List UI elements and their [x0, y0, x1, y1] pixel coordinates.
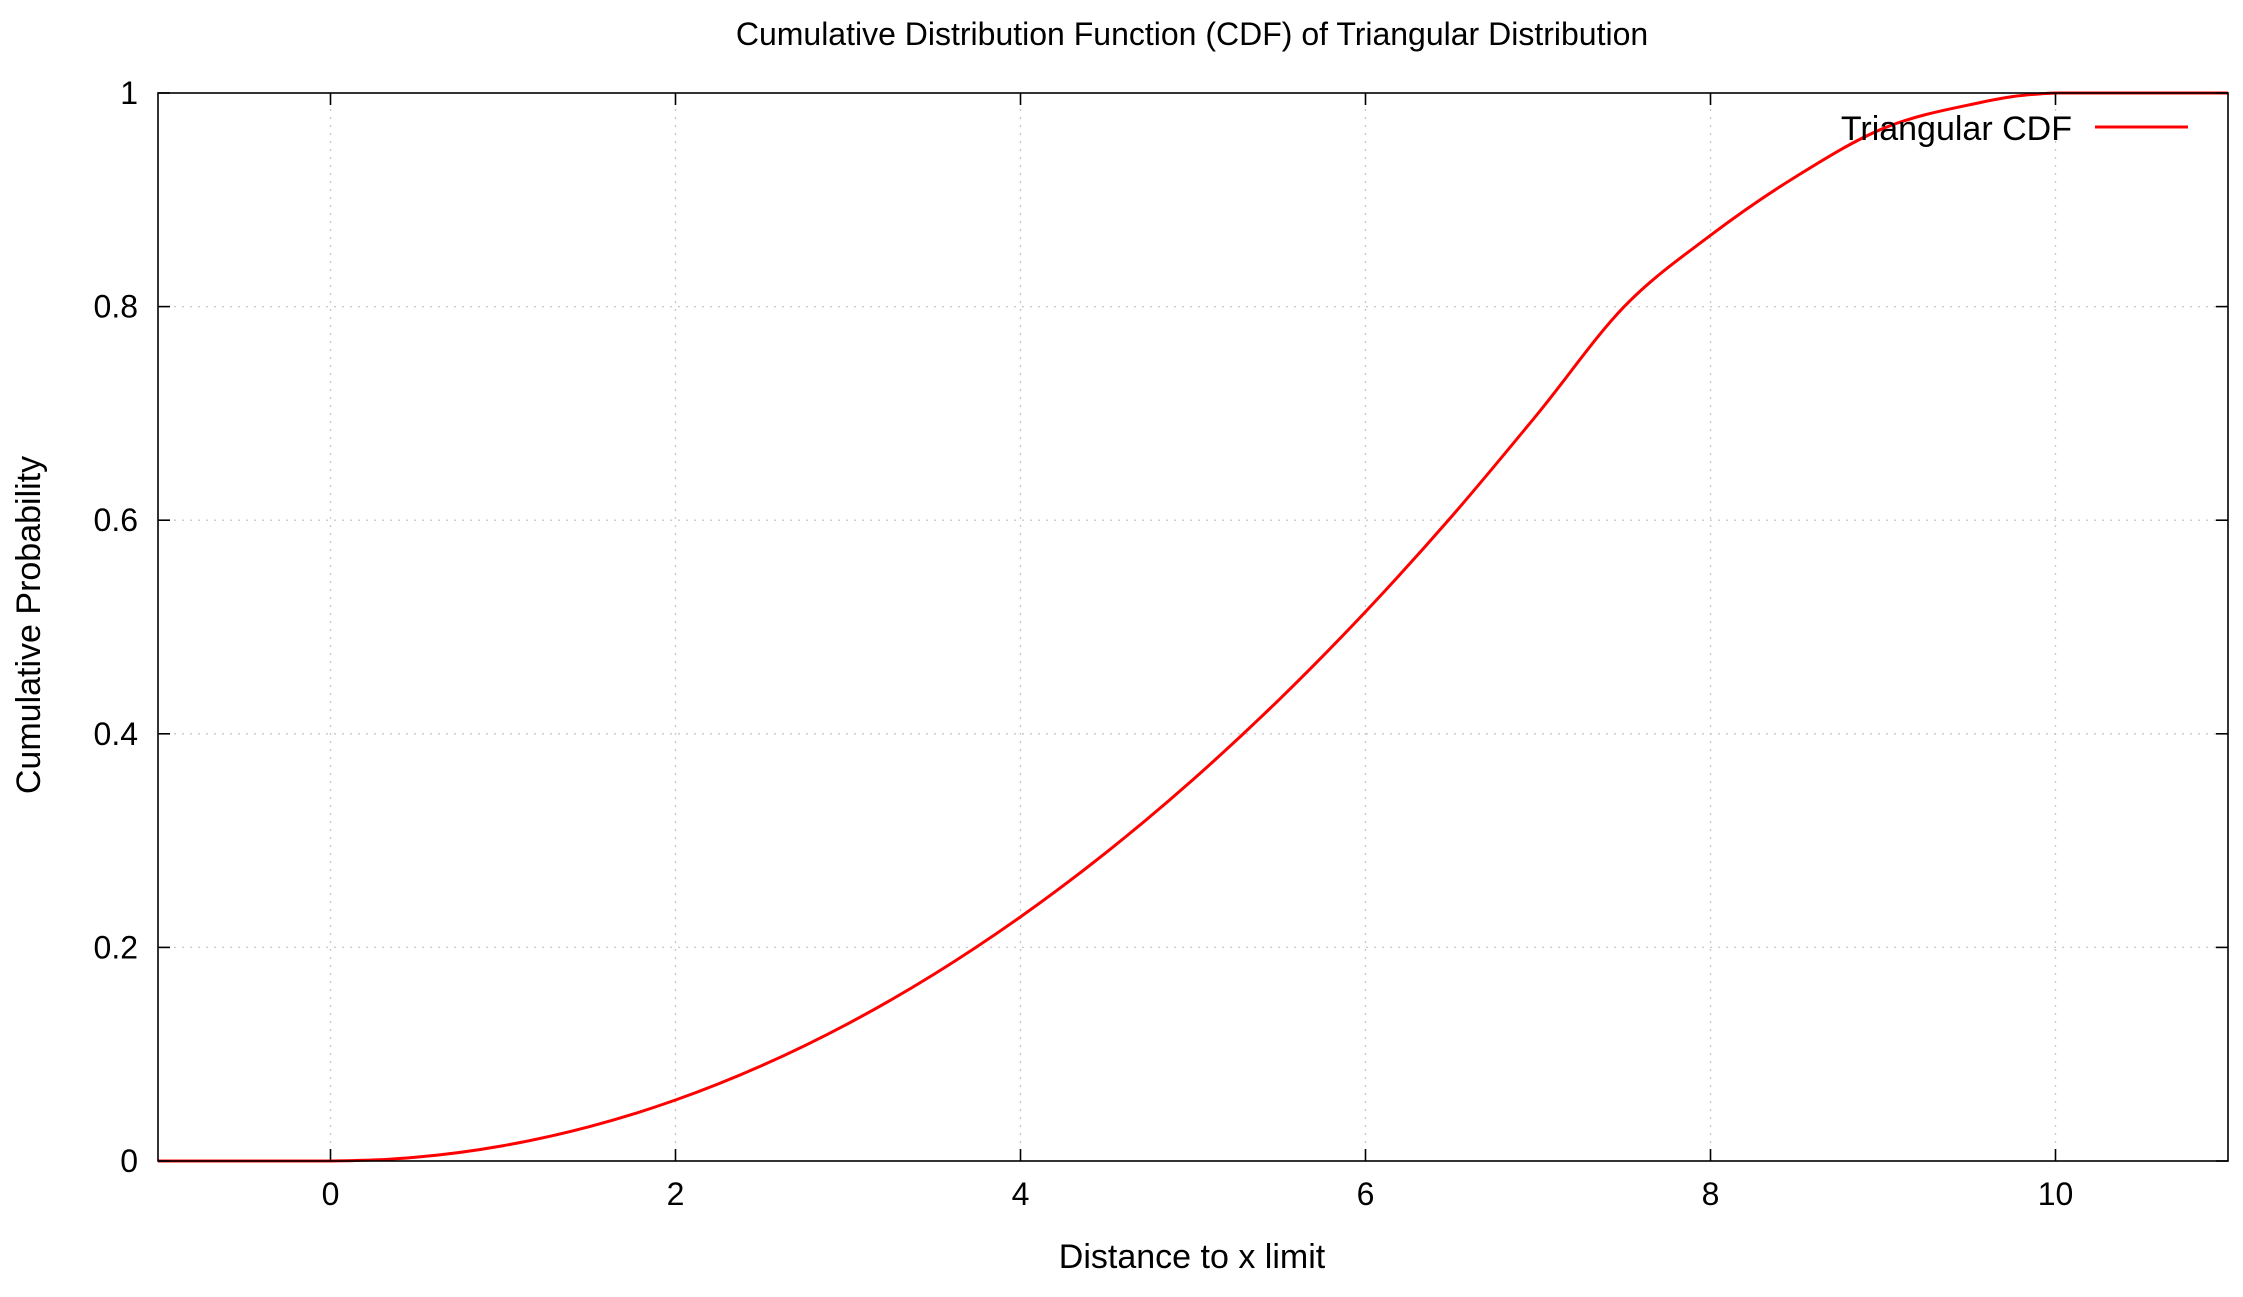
- x-tick-label: 10: [2038, 1176, 2074, 1212]
- axis-ticks: 0 2 4 6 8 10 0 0.2 0.4 0.6 0.8 1: [94, 75, 2228, 1212]
- x-tick-label: 6: [1357, 1176, 1375, 1212]
- plot-frame: [157, 92, 2229, 1162]
- x-tick-label: 2: [667, 1176, 685, 1212]
- legend: Triangular CDF: [1841, 110, 2188, 148]
- y-tick-label: 0: [120, 1143, 138, 1179]
- y-tick-label: 0.2: [94, 929, 138, 965]
- legend-entry-label: Triangular CDF: [1841, 110, 2072, 148]
- series-line-triangular-cdf: [158, 91, 2228, 1163]
- y-axis-label: Cumulative Probability: [10, 456, 48, 794]
- y-tick-label: 0.4: [94, 716, 138, 752]
- x-tick-label: 8: [1702, 1176, 1720, 1212]
- x-tick-label: 4: [1012, 1176, 1030, 1212]
- y-tick-label: 1: [120, 75, 138, 111]
- grid-lines: [158, 93, 2228, 1161]
- x-tick-label: 0: [322, 1176, 340, 1212]
- x-axis-label: Distance to x limit: [1059, 1238, 1326, 1276]
- y-tick-label: 0.8: [94, 289, 138, 325]
- series-layer: [158, 91, 2228, 1163]
- y-tick-label: 0.6: [94, 502, 138, 538]
- chart-title: Cumulative Distribution Function (CDF) o…: [736, 16, 1648, 52]
